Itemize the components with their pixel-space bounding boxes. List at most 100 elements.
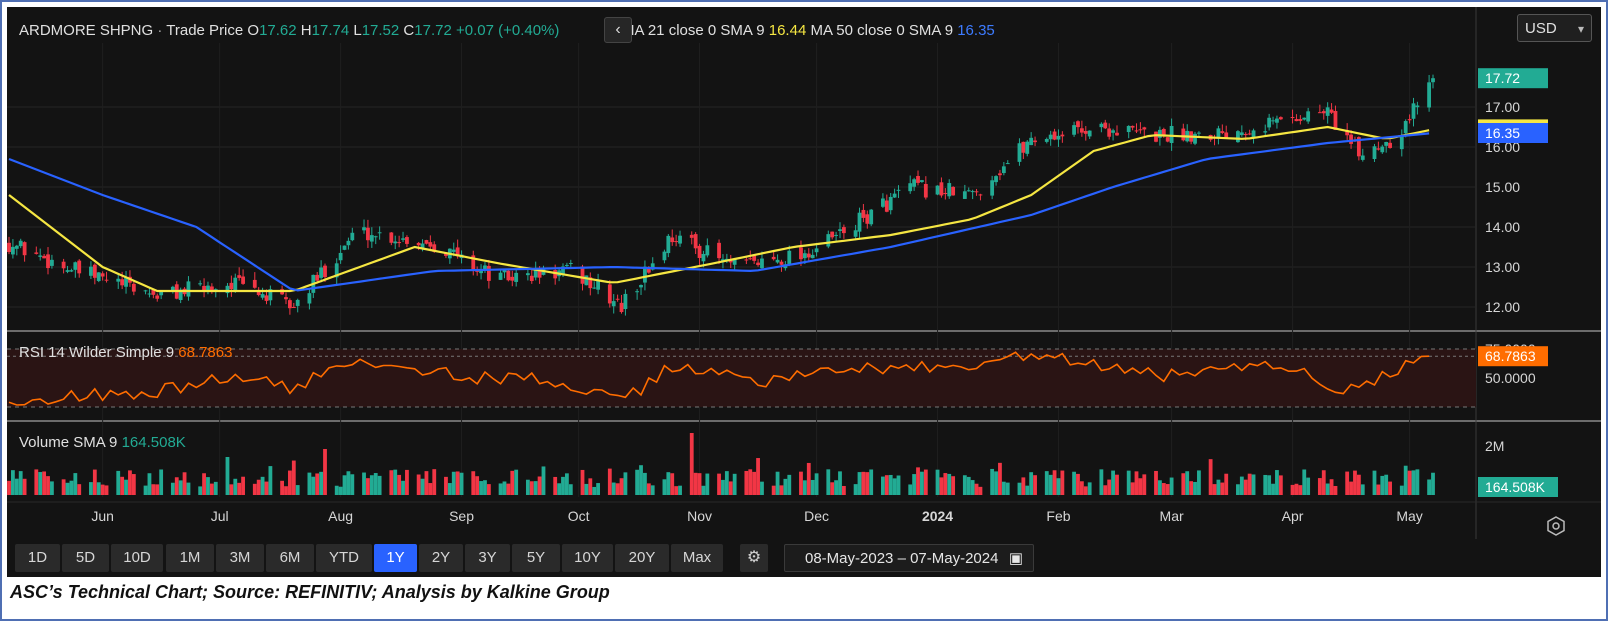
candle-body: [393, 241, 398, 244]
candle-body: [561, 266, 565, 275]
timeframe-button-ytd[interactable]: YTD: [316, 544, 372, 572]
candle-body: [229, 282, 234, 290]
candle-body: [1388, 142, 1392, 148]
candle-body: [748, 258, 753, 260]
volume-bar: [974, 483, 979, 495]
volume-bar: [701, 485, 706, 495]
candle-body: [646, 267, 651, 273]
volume-bar: [377, 475, 382, 495]
candle-body: [428, 242, 433, 247]
volume-bar: [537, 476, 542, 495]
volume-bar: [994, 471, 998, 495]
candle-body: [18, 240, 23, 247]
timeframe-button-10d[interactable]: 10D: [111, 544, 163, 572]
ma21-line: [8, 125, 1430, 293]
candle-body: [1107, 128, 1112, 137]
volume-bar: [237, 482, 242, 495]
ma50-badge-bg: [1478, 123, 1548, 143]
timeframe-button-5y[interactable]: 5Y: [512, 544, 560, 572]
candle-body: [994, 176, 998, 183]
currency-select[interactable]: USD ▾: [1517, 14, 1592, 42]
timeframe-button-10y[interactable]: 10Y: [562, 544, 613, 572]
candle-body: [826, 234, 831, 247]
candle-body: [732, 258, 737, 265]
candle-body: [486, 265, 491, 281]
volume-badge-bg: [1478, 477, 1558, 497]
candle-body: [131, 283, 136, 292]
ohlc-key: O: [247, 22, 259, 39]
volume-bar: [810, 479, 815, 495]
candle-body: [225, 285, 230, 294]
volume-bar: [186, 482, 191, 495]
candle-body: [479, 269, 483, 274]
candle-body: [1115, 132, 1119, 136]
volume-bar: [580, 469, 585, 495]
volume-bar: [89, 482, 93, 495]
candle-body: [802, 253, 807, 259]
candle-body: [998, 173, 1002, 176]
volume-bar: [1306, 477, 1311, 495]
volume-bar: [1360, 484, 1365, 495]
timeframe-button-1d[interactable]: 1D: [15, 544, 60, 572]
volume-bar: [748, 469, 753, 495]
candle-body: [869, 209, 874, 225]
volume-bar: [865, 472, 870, 495]
volume-bar: [916, 467, 920, 495]
timeframe-button-5d[interactable]: 5D: [62, 544, 109, 572]
rsi-tick-label: 50.0000: [1485, 370, 1536, 386]
ma-legend: MA 21 close 0 SMA 9 16.44 MA 50 close 0 …: [622, 22, 995, 39]
volume-bar: [128, 470, 132, 495]
candle-body: [615, 298, 620, 300]
candle-body: [947, 183, 952, 197]
timeframe-button-2y[interactable]: 2Y: [419, 544, 463, 572]
volume-bar: [1103, 485, 1108, 495]
candle-body: [1372, 146, 1377, 160]
volume-bar: [1243, 479, 1248, 495]
timeframe-button-3m[interactable]: 3M: [216, 544, 264, 572]
candle-body: [1294, 119, 1299, 122]
volume-bar: [920, 471, 924, 495]
candle-body: [397, 242, 402, 244]
candle-body: [978, 194, 983, 196]
target-icon[interactable]: [1545, 515, 1567, 537]
rsi-badge: 68.7863: [1485, 348, 1536, 364]
chevron-left-icon[interactable]: ‹: [604, 17, 632, 43]
volume-bar: [342, 475, 347, 495]
volume-bar: [1216, 479, 1221, 495]
candle-body: [1431, 78, 1435, 83]
candle-body: [1181, 128, 1186, 141]
candle-body: [209, 286, 214, 291]
volume-bar: [22, 478, 27, 495]
ohlc-key: H: [301, 22, 312, 39]
candle-body: [1079, 128, 1084, 133]
volume-bar: [252, 483, 257, 495]
timeframe-button-20y[interactable]: 20Y: [615, 544, 669, 572]
candle-body: [416, 242, 421, 246]
timeframe-button-max[interactable]: Max: [671, 544, 723, 572]
timeframe-button-1y[interactable]: 1Y: [374, 544, 417, 572]
timeframe-button-3y[interactable]: 3Y: [465, 544, 510, 572]
candle-body: [799, 247, 803, 260]
volume-bar: [1399, 485, 1404, 495]
gear-icon[interactable]: ⚙: [740, 544, 768, 572]
candle-body: [1329, 109, 1334, 113]
candle-body: [420, 243, 425, 249]
candle-body: [338, 252, 343, 261]
timeframe-button-6m[interactable]: 6M: [266, 544, 314, 572]
timeframe-button-1m[interactable]: 1M: [166, 544, 214, 572]
candle-body: [1161, 129, 1166, 137]
volume-bar: [323, 449, 327, 495]
candle-body: [1138, 129, 1143, 131]
volume-legend: Volume SMA 9 164.508K: [19, 434, 186, 451]
volume-bar: [826, 469, 831, 495]
volume-bar: [584, 483, 589, 495]
volume-bar: [10, 470, 15, 495]
volume-bar: [1427, 479, 1432, 495]
volume-bar: [1017, 482, 1022, 495]
volume-bar: [553, 476, 558, 495]
volume-bar: [147, 473, 152, 495]
candle-body: [639, 284, 643, 288]
candle-body: [1399, 135, 1404, 150]
volume-bar: [1142, 474, 1147, 495]
date-range-picker[interactable]: 08-May-2023 – 07-May-2024 ▣: [784, 544, 1034, 572]
